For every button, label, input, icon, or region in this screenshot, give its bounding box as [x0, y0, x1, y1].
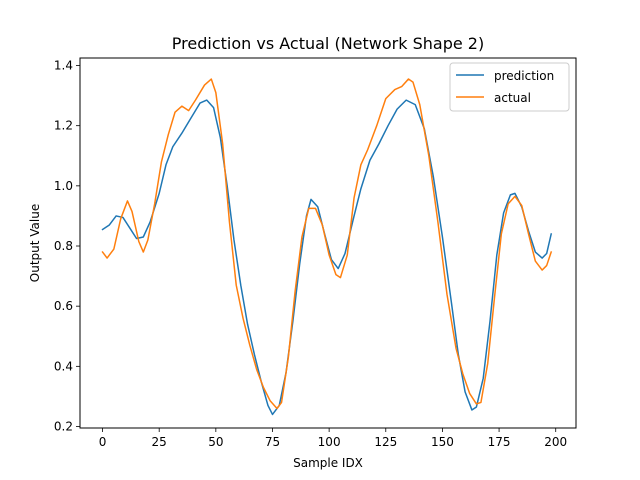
x-tick-label: 0	[99, 435, 107, 449]
plot-area	[79, 57, 577, 429]
y-tick-label: 1.4	[54, 59, 73, 73]
x-tick-label: 100	[318, 435, 341, 449]
plot-frame	[79, 57, 577, 429]
series-layer	[101, 78, 553, 416]
y-tick-label: 0.8	[54, 239, 73, 253]
y-tick-label: 1.2	[54, 119, 73, 133]
x-axis-label: Sample IDX	[293, 456, 363, 470]
x-tick-label: 200	[544, 435, 567, 449]
x-tick-label: 75	[265, 435, 280, 449]
x-tick-label: 50	[208, 435, 223, 449]
y-tick-label: 0.6	[54, 299, 73, 313]
y-tick-label: 0.4	[54, 359, 73, 373]
x-tick-label: 150	[431, 435, 454, 449]
legend-label-prediction: prediction	[494, 69, 554, 83]
chart-title: Prediction vs Actual (Network Shape 2)	[172, 34, 484, 53]
x-tick-label: 25	[152, 435, 167, 449]
x-tick-label: 175	[488, 435, 511, 449]
y-axis: 0.2 0.4 0.6 0.8 1.0 1.2 1.4	[54, 59, 80, 433]
y-tick-label: 1.0	[54, 179, 73, 193]
y-axis-label: Output Value	[28, 204, 42, 282]
x-tick-label: 125	[374, 435, 397, 449]
legend-label-actual: actual	[494, 91, 531, 105]
x-axis: 0 25 50 75 100 125 150 175 200	[99, 428, 567, 449]
y-tick-label: 0.2	[54, 419, 73, 433]
legend: prediction actual	[449, 62, 570, 112]
series-line-actual	[101, 78, 553, 410]
